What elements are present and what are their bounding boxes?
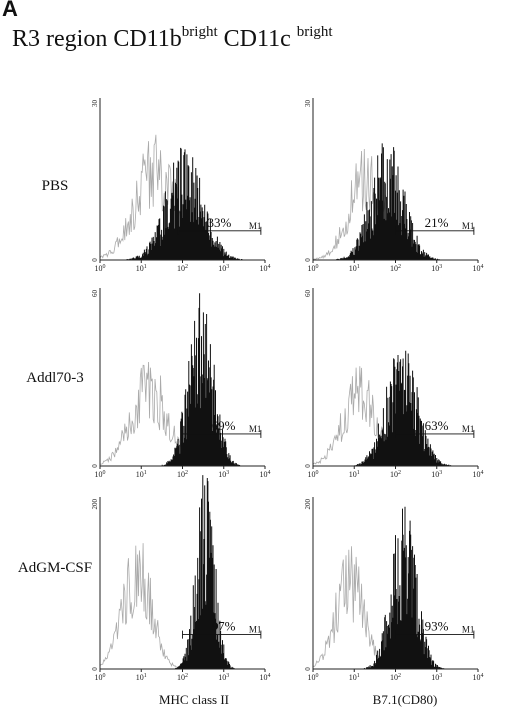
x-tick-label: 101: [349, 673, 360, 682]
x-tick-label: 101: [136, 264, 147, 273]
percent-label: 33%: [207, 215, 231, 230]
x-tick-label: 100: [95, 264, 106, 273]
x-tick-label: 103: [431, 264, 442, 273]
panel-r1-c1: 60 0 100 101 102 103 104 M1 63%: [304, 288, 484, 479]
y-tick-zero: 0: [91, 667, 99, 671]
x-tick-label: 104: [260, 673, 271, 682]
x-tick-label: 102: [390, 264, 401, 273]
panel-r2-c1: 200 0 100 101 102 103 104 M1 93%: [304, 497, 484, 682]
y-tick-zero: 0: [91, 258, 99, 262]
x-tick-label: 102: [390, 470, 401, 479]
percent-label: 63%: [425, 418, 449, 433]
x-tick-label: 104: [473, 470, 484, 479]
x-tick-label: 101: [136, 673, 147, 682]
figure-title: R3 region CD11bbright CD11c bright: [12, 24, 333, 53]
percent-label: 97%: [212, 619, 236, 634]
percent-label: 69%: [212, 418, 236, 433]
title-main: R3 region CD11b: [12, 26, 182, 52]
x-tick-label: 102: [177, 673, 188, 682]
title-sup-1: bright: [181, 24, 218, 40]
x-tick-label: 103: [218, 673, 229, 682]
x-tick-label: 100: [95, 470, 106, 479]
y-tick-max: 200: [91, 499, 99, 510]
x-tick-label: 104: [473, 264, 484, 273]
x-tick-label: 100: [308, 470, 319, 479]
x-tick-label: 103: [431, 673, 442, 682]
x-tick-label: 101: [136, 470, 147, 479]
row-label-adgm-csf: AdGM-CSF: [17, 560, 93, 576]
y-tick-max: 30: [91, 100, 99, 108]
panel-r2-c0: 200 0 100 101 102 103 104 M1 97%: [91, 475, 271, 682]
y-tick-zero: 0: [91, 464, 99, 468]
y-tick-max: 200: [304, 499, 312, 510]
y-tick-max: 60: [304, 290, 312, 298]
x-tick-label: 104: [473, 673, 484, 682]
panel-r0-c0: 30 0 100 101 102 103 104 M1 33%: [91, 98, 271, 273]
control-histogram: [99, 543, 265, 670]
gate-label: M1: [249, 424, 262, 434]
col-label-b7-1: B7.1(CD80): [372, 692, 438, 707]
sample-histogram: [161, 293, 241, 466]
gate-label: M1: [249, 625, 262, 635]
x-tick-label: 102: [177, 264, 188, 273]
x-tick-label: 102: [177, 470, 188, 479]
percent-label: 21%: [425, 215, 449, 230]
gate-label: M1: [462, 424, 475, 434]
x-tick-label: 100: [95, 673, 106, 682]
x-tick-label: 100: [308, 673, 319, 682]
row-label-pbs: PBS: [41, 178, 69, 194]
y-tick-max: 60: [91, 290, 99, 298]
x-tick-label: 103: [218, 264, 229, 273]
row-label-addl70-3: Addl70-3: [26, 370, 84, 386]
title-mid: CD11c: [217, 26, 291, 52]
y-tick-max: 30: [304, 100, 312, 108]
y-tick-zero: 0: [304, 258, 312, 262]
y-tick-zero: 0: [304, 667, 312, 671]
percent-label: 93%: [425, 619, 449, 634]
x-tick-label: 103: [218, 470, 229, 479]
x-tick-label: 103: [431, 470, 442, 479]
x-tick-label: 101: [349, 470, 360, 479]
panel-r1-c0: 60 0 100 101 102 103 104 M1 69%: [91, 288, 271, 479]
y-tick-zero: 0: [304, 464, 312, 468]
panel-r0-c1: 30 0 100 101 102 103 104 M1 21%: [304, 98, 484, 273]
sample-histogram: [175, 475, 235, 669]
x-tick-label: 101: [349, 264, 360, 273]
title-sup-2: bright: [296, 24, 333, 40]
x-tick-label: 104: [260, 264, 271, 273]
col-label-mhc-class-ii: MHC class II: [158, 692, 230, 707]
x-tick-label: 100: [308, 264, 319, 273]
gate-label: M1: [249, 221, 262, 231]
panel-letter: A: [2, 0, 18, 21]
gate-label: M1: [462, 625, 475, 635]
sample-histogram: [363, 506, 445, 669]
x-tick-label: 102: [390, 673, 401, 682]
gate-label: M1: [462, 221, 475, 231]
x-tick-label: 104: [260, 470, 271, 479]
